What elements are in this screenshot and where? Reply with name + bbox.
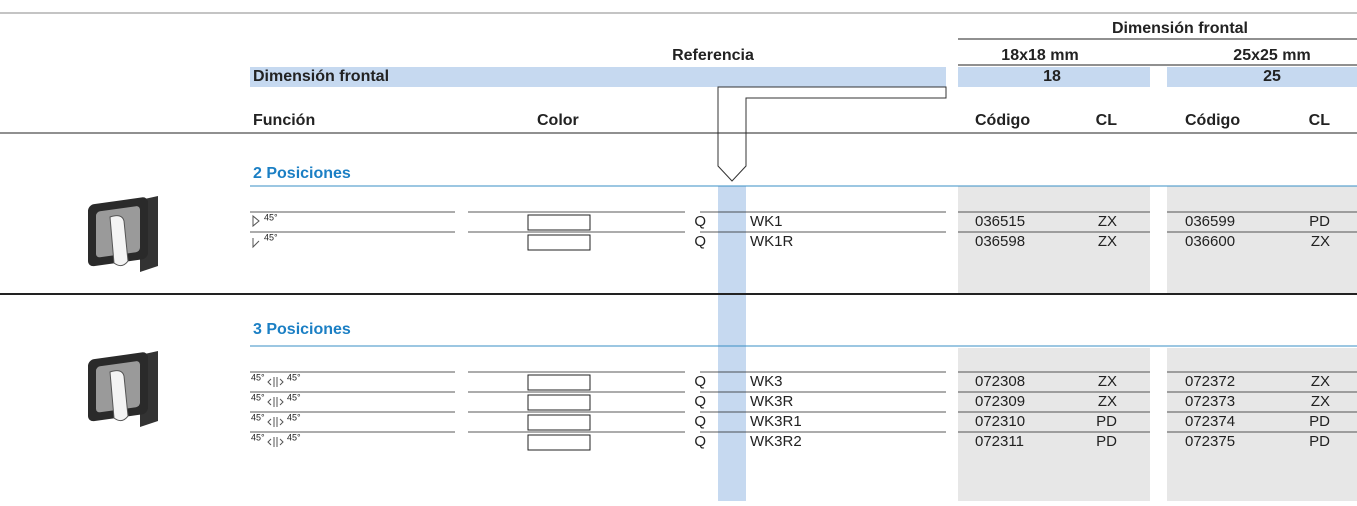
reference-prefix: Q — [694, 433, 706, 450]
angle-label: 45° — [264, 232, 278, 242]
code: 036598 — [975, 233, 1025, 250]
reference-prefix: Q — [694, 213, 706, 230]
code: 072310 — [975, 413, 1025, 430]
code-band — [1167, 348, 1357, 501]
cl: PD — [1309, 413, 1330, 430]
band — [250, 67, 946, 87]
cl: ZX — [1098, 213, 1117, 230]
code: 072372 — [1185, 373, 1235, 390]
reference: WK3R — [750, 393, 794, 410]
color-box — [527, 214, 591, 231]
function-symbol — [267, 437, 284, 447]
cl: ZX — [1311, 373, 1330, 390]
color-box — [527, 434, 591, 451]
band — [1167, 67, 1357, 87]
column-header: CL — [1096, 112, 1118, 129]
angle-label: 45° — [251, 432, 265, 442]
code: 072311 — [975, 433, 1024, 450]
section-title: 2 Posiciones — [253, 165, 351, 182]
cl: ZX — [1098, 233, 1117, 250]
code: 072373 — [1185, 393, 1235, 410]
reference: WK3R2 — [750, 433, 802, 450]
angle-label: 45° — [251, 412, 265, 422]
angle-label: 45° — [251, 392, 265, 402]
cl: PD — [1309, 213, 1330, 230]
cl: PD — [1309, 433, 1330, 450]
reference-prefix: Q — [694, 233, 706, 250]
code: 072374 — [1185, 413, 1235, 430]
section-title: 3 Posiciones — [253, 321, 351, 338]
angle-label: 45° — [264, 212, 278, 222]
column-header: Código — [1185, 112, 1240, 129]
reference-column — [718, 186, 746, 501]
color-box — [527, 394, 591, 411]
reference-prefix: Q — [694, 413, 706, 430]
reference: WK1 — [750, 213, 783, 230]
function-symbol — [252, 238, 260, 249]
function-symbol — [267, 417, 284, 427]
code: 072308 — [975, 373, 1025, 390]
cl: ZX — [1311, 393, 1330, 410]
reference-pointer — [717, 86, 947, 182]
switch-image — [109, 370, 129, 422]
code: 036515 — [975, 213, 1025, 230]
cl: ZX — [1098, 373, 1117, 390]
size-label: 18x18 mm — [1001, 47, 1078, 64]
cl: ZX — [1098, 393, 1117, 410]
column-header: Función — [253, 112, 315, 129]
reference-prefix: Q — [694, 373, 706, 390]
switch-image — [109, 215, 129, 267]
size-label: 25x25 mm — [1233, 47, 1310, 64]
angle-label: 45° — [287, 372, 301, 382]
column-header: Color — [537, 112, 579, 129]
cl: PD — [1096, 413, 1117, 430]
angle-label: 45° — [287, 432, 301, 442]
reference: WK3R1 — [750, 413, 802, 430]
group-title: Dimensión frontal — [1112, 20, 1248, 37]
reference-prefix: Q — [694, 393, 706, 410]
reference: WK3 — [750, 373, 783, 390]
band-value: 18 — [1043, 68, 1061, 85]
code: 072309 — [975, 393, 1025, 410]
column-header: Código — [975, 112, 1030, 129]
function-symbol — [267, 397, 284, 407]
cl: PD — [1096, 433, 1117, 450]
color-box — [527, 234, 591, 251]
code: 036599 — [1185, 213, 1235, 230]
code-band — [958, 348, 1150, 501]
column-header: CL — [1309, 112, 1331, 129]
code-band — [1167, 186, 1357, 294]
code-band — [958, 186, 1150, 294]
band — [958, 67, 1150, 87]
function-symbol — [252, 214, 260, 228]
angle-label: 45° — [251, 372, 265, 382]
reference-title: Referencia — [672, 47, 754, 64]
reference: WK1R — [750, 233, 794, 250]
code: 036600 — [1185, 233, 1235, 250]
function-symbol — [267, 377, 284, 387]
band-label: Dimensión frontal — [253, 68, 389, 85]
angle-label: 45° — [287, 392, 301, 402]
band-value: 25 — [1263, 68, 1281, 85]
color-box — [527, 374, 591, 391]
code: 072375 — [1185, 433, 1235, 450]
angle-label: 45° — [287, 412, 301, 422]
cl: ZX — [1311, 233, 1330, 250]
color-box — [527, 414, 591, 431]
